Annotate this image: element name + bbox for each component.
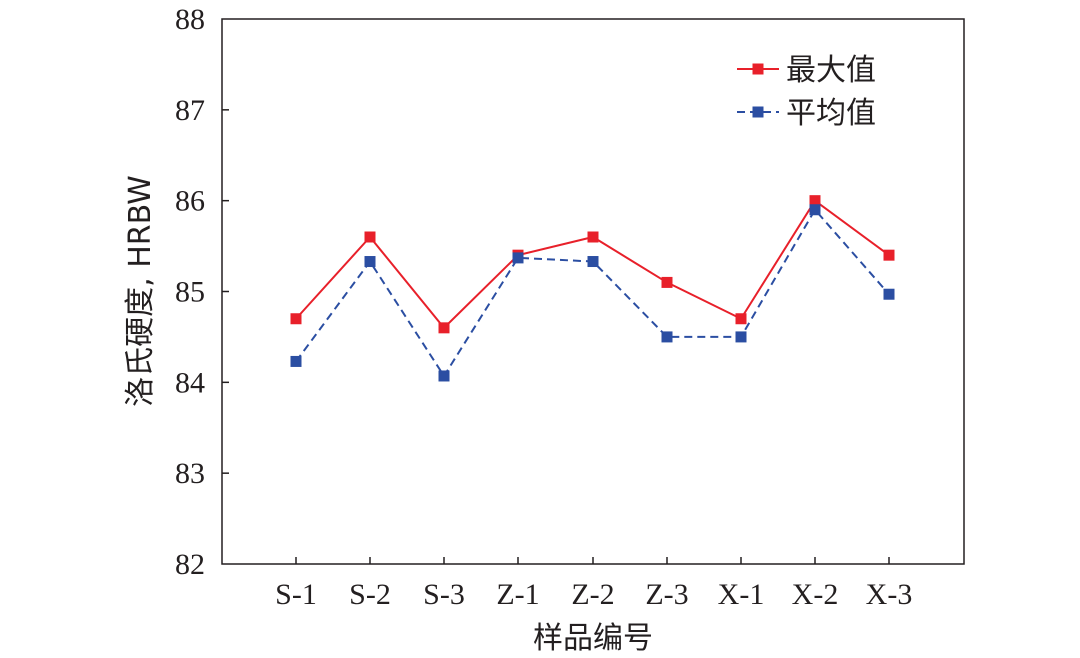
x-tick-label: X-2	[792, 578, 839, 611]
data-point	[512, 252, 524, 264]
data-point	[587, 256, 599, 268]
data-point	[364, 256, 376, 268]
data-point	[661, 276, 673, 288]
data-point	[735, 313, 747, 325]
data-point	[883, 288, 895, 300]
legend-label: 最大值	[786, 53, 876, 88]
data-point	[364, 231, 376, 243]
x-tick-label: X-1	[718, 578, 765, 611]
data-point	[809, 195, 821, 207]
y-axis-title: 洛氏硬度, HRBW	[123, 175, 158, 407]
x-tick-label: S-1	[275, 578, 317, 611]
x-tick-label: Z-3	[645, 578, 688, 611]
data-point	[290, 355, 302, 367]
legend-item: 最大值	[737, 53, 876, 88]
x-tick-label: Z-2	[571, 578, 614, 611]
x-axis-title: 样品编号	[533, 621, 653, 656]
legend-marker	[752, 106, 764, 118]
x-tick-label: Z-1	[496, 578, 539, 611]
data-point	[438, 322, 450, 334]
data-point	[661, 331, 673, 343]
y-tick-label: 87	[175, 94, 205, 127]
y-tick-label: 85	[175, 276, 205, 309]
y-tick-label: 86	[175, 185, 205, 218]
x-tick-label: S-2	[349, 578, 391, 611]
series-2	[290, 204, 895, 382]
data-point	[438, 370, 450, 382]
y-tick-label: 83	[175, 457, 205, 490]
legend-label: 平均值	[786, 96, 876, 131]
data-point	[883, 249, 895, 261]
data-point	[735, 331, 747, 343]
legend-item: 平均值	[737, 96, 876, 131]
data-point	[809, 204, 821, 216]
x-tick-label: X-3	[866, 578, 913, 611]
y-tick-label: 88	[175, 3, 205, 36]
data-point	[587, 231, 599, 243]
x-tick-label: S-3	[423, 578, 465, 611]
data-point	[290, 313, 302, 325]
y-tick-label: 82	[175, 548, 205, 581]
legend-marker	[752, 63, 764, 75]
y-tick-label: 84	[175, 366, 205, 399]
